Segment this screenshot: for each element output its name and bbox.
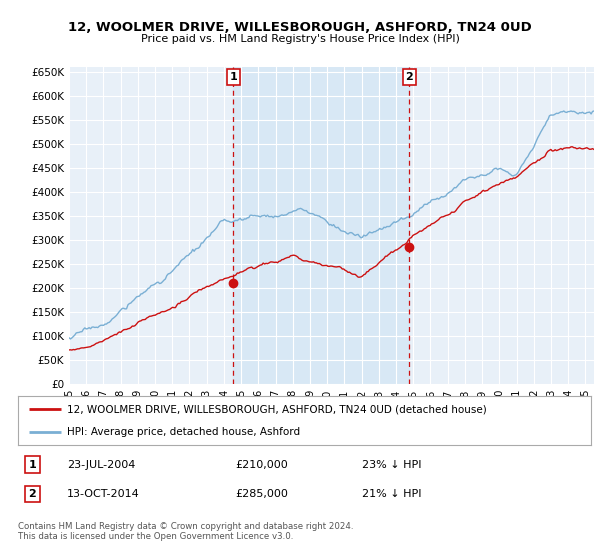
- Text: £285,000: £285,000: [236, 489, 289, 499]
- Text: £210,000: £210,000: [236, 460, 289, 470]
- Text: Contains HM Land Registry data © Crown copyright and database right 2024.
This d: Contains HM Land Registry data © Crown c…: [18, 522, 353, 542]
- Text: 1: 1: [230, 72, 237, 82]
- Text: Price paid vs. HM Land Registry's House Price Index (HPI): Price paid vs. HM Land Registry's House …: [140, 34, 460, 44]
- Text: HPI: Average price, detached house, Ashford: HPI: Average price, detached house, Ashf…: [67, 427, 300, 437]
- Text: 1: 1: [28, 460, 36, 470]
- Text: 13-OCT-2014: 13-OCT-2014: [67, 489, 139, 499]
- Text: 21% ↓ HPI: 21% ↓ HPI: [362, 489, 421, 499]
- Text: 12, WOOLMER DRIVE, WILLESBOROUGH, ASHFORD, TN24 0UD: 12, WOOLMER DRIVE, WILLESBOROUGH, ASHFOR…: [68, 21, 532, 34]
- Text: 2: 2: [28, 489, 36, 499]
- Text: 12, WOOLMER DRIVE, WILLESBOROUGH, ASHFORD, TN24 0UD (detached house): 12, WOOLMER DRIVE, WILLESBOROUGH, ASHFOR…: [67, 404, 487, 414]
- Bar: [233, 67, 409, 384]
- Text: 2: 2: [406, 72, 413, 82]
- Text: 23% ↓ HPI: 23% ↓ HPI: [362, 460, 421, 470]
- Text: 23-JUL-2004: 23-JUL-2004: [67, 460, 135, 470]
